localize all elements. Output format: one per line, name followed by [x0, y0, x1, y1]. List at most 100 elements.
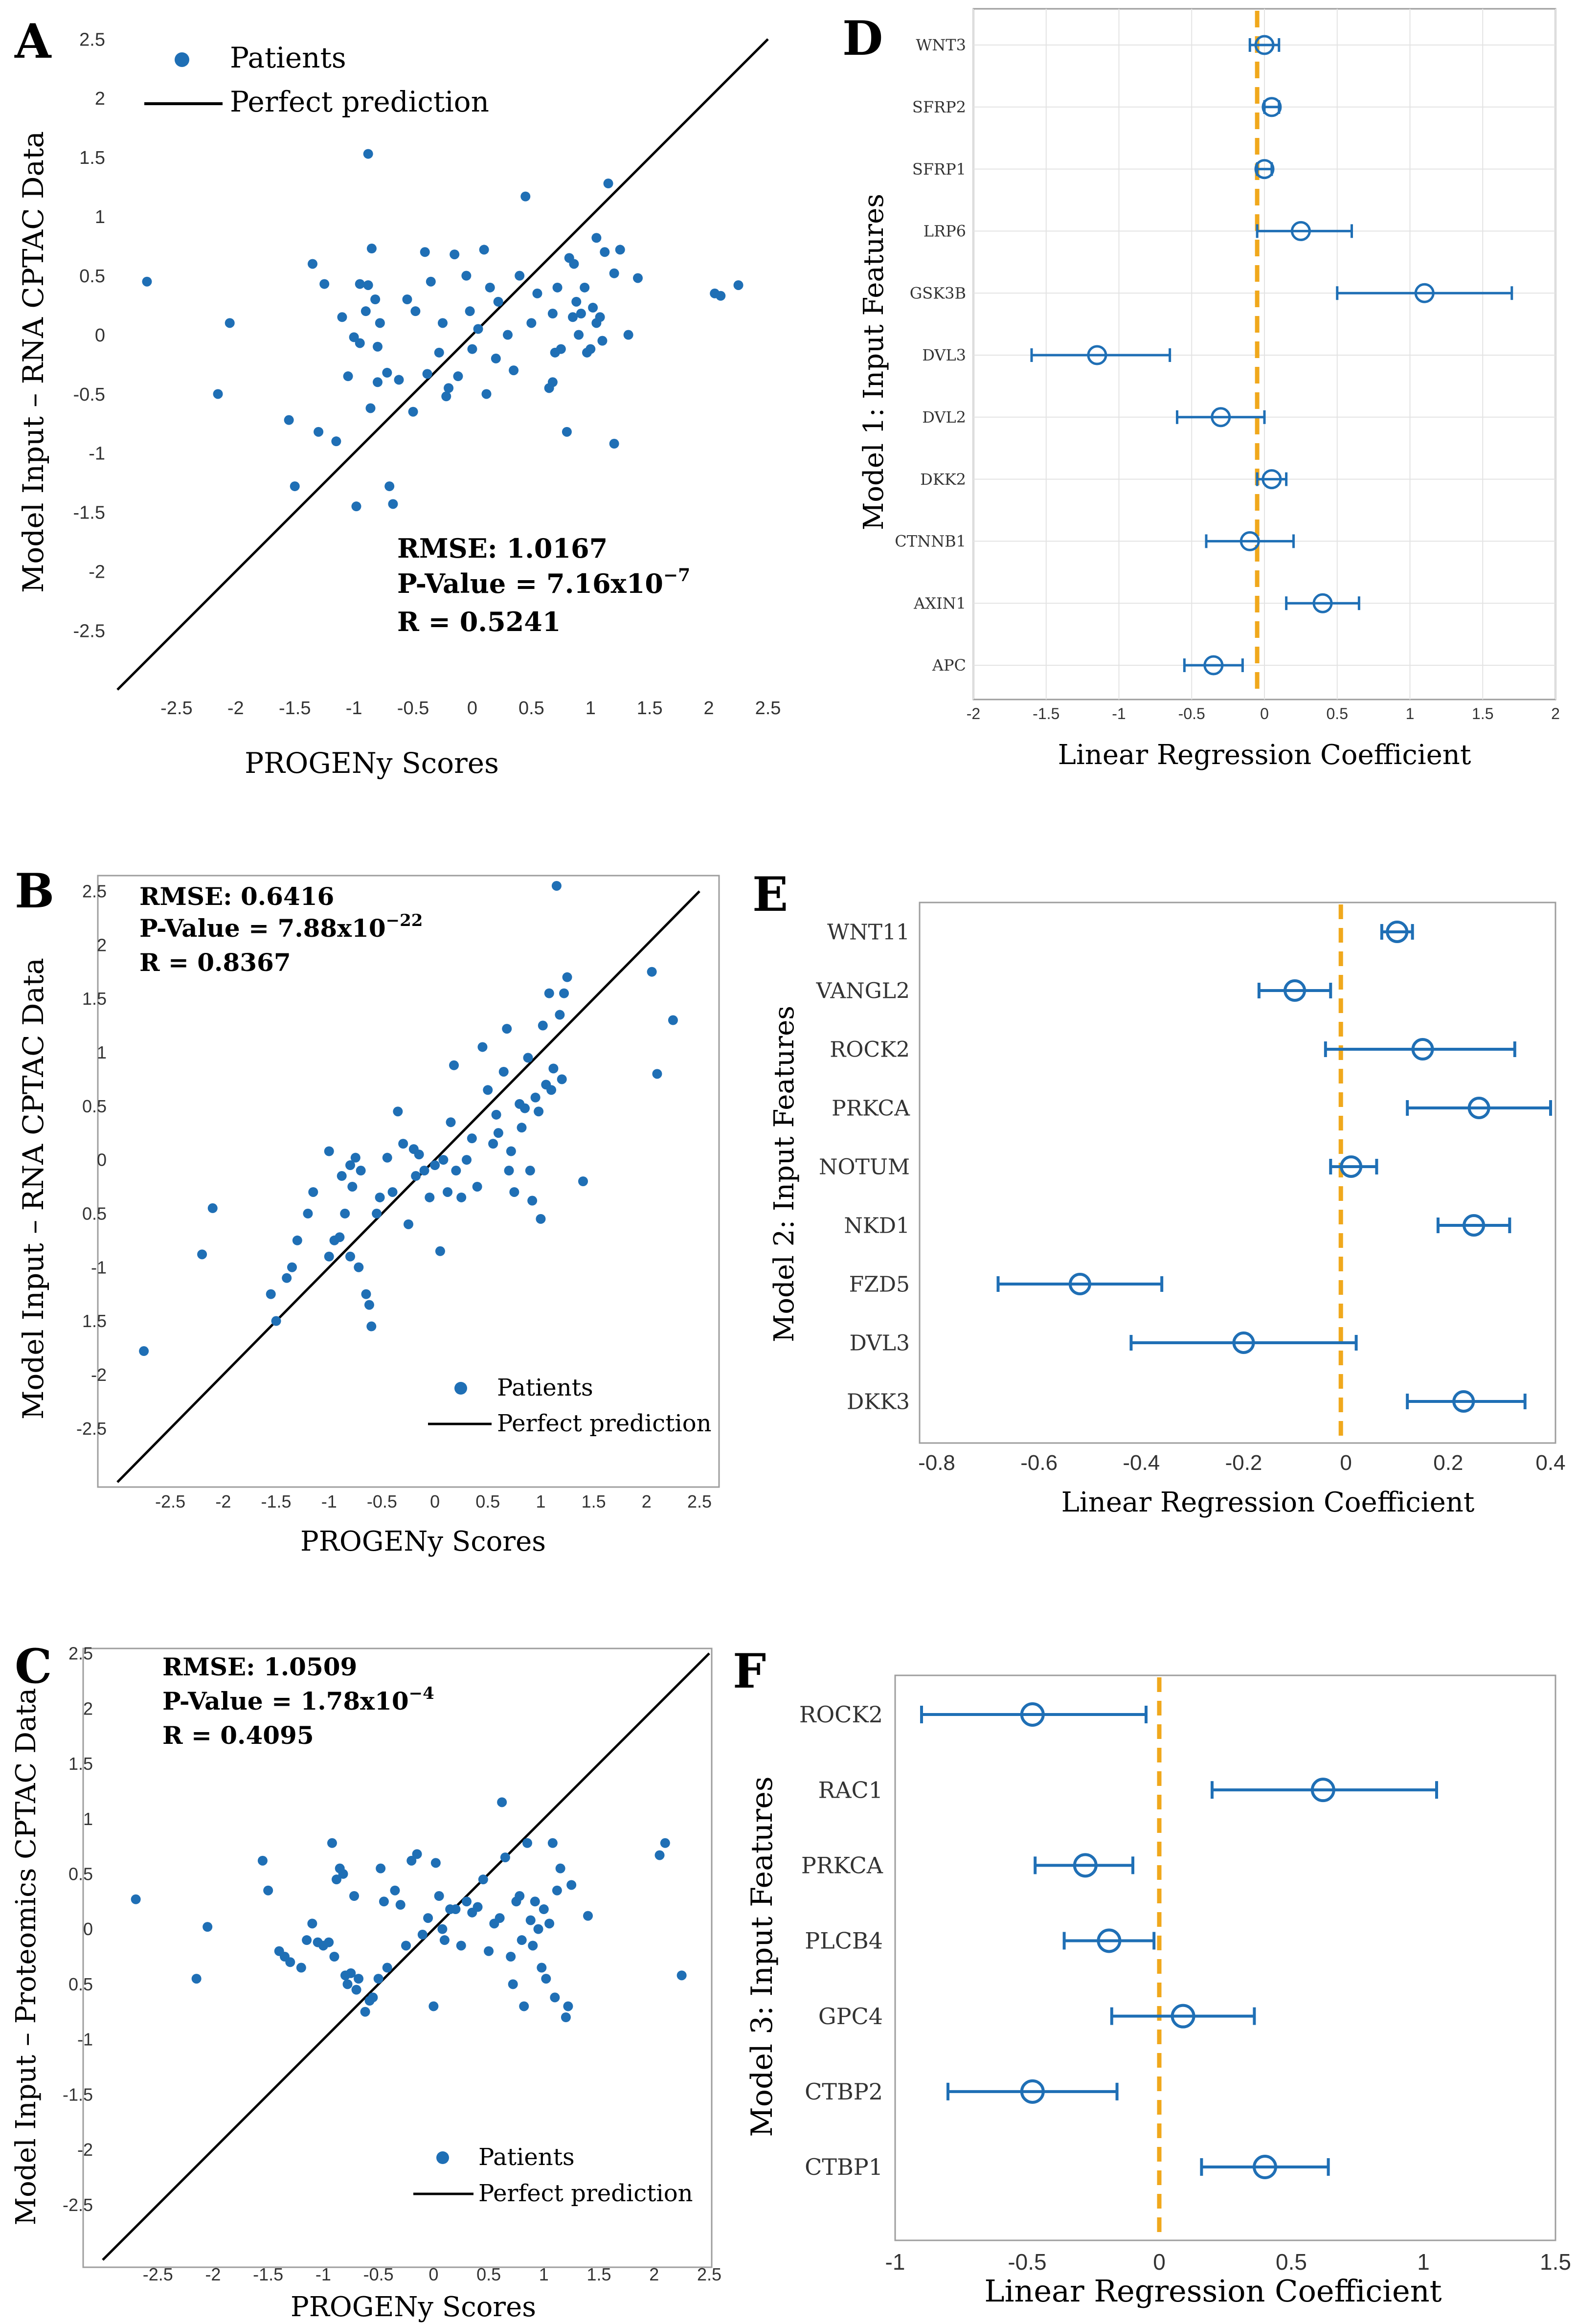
panel-letter-a: A	[14, 14, 52, 69]
patient-point	[376, 1863, 386, 1873]
y-tick-label: -2	[91, 1365, 107, 1385]
patient-point	[588, 302, 598, 313]
patient-point	[438, 318, 448, 328]
patient-point	[520, 191, 531, 202]
patient-point	[530, 1092, 541, 1103]
y-axis-label: Model Input – RNA CPTAC Data	[17, 131, 50, 593]
y-tick-labels: -2.5 -2 1.5 -1 0.5 0 0.5 1 1.5 2 2.5	[76, 881, 107, 1439]
coefficient-marker	[1232, 1331, 1255, 1354]
x-tick-label: -0.5	[363, 2264, 394, 2284]
legend-patients-label: Patients	[478, 2143, 575, 2171]
y-tick-labels: -2.5 -2 -1.5 -1 0.5 0 0.5 1 1.5 2 2.5	[63, 1644, 93, 2215]
patient-point	[515, 1891, 525, 1901]
y-axis-label: Model 1: Input Features	[858, 194, 890, 530]
legend-patients-marker	[454, 1382, 467, 1395]
patient-point	[495, 1913, 505, 1923]
patient-point	[271, 1316, 281, 1326]
legend-patients-marker	[436, 2151, 449, 2164]
x-tick-label: 0	[1153, 2249, 1166, 2275]
patient-point	[414, 1150, 424, 1160]
patient-point	[623, 330, 633, 340]
stat-pvalue: P-Value = 7.88x10−22	[139, 911, 423, 943]
feature-label: CTBP2	[805, 2078, 883, 2105]
coefficient-marker	[1068, 1273, 1091, 1295]
patient-point	[308, 1187, 318, 1197]
patient-point	[509, 365, 519, 376]
patient-point	[366, 1321, 377, 1331]
patient-point	[562, 972, 572, 982]
patient-point	[363, 280, 373, 290]
patient-point	[372, 1208, 382, 1218]
patient-point	[428, 2001, 439, 2011]
patient-point	[533, 1924, 543, 1934]
patient-point	[473, 1902, 483, 1912]
patient-point	[528, 1940, 538, 1951]
patient-point	[395, 1900, 406, 1910]
patient-point	[488, 1139, 498, 1149]
patient-point	[426, 276, 436, 287]
patient-point	[478, 1874, 488, 1885]
x-tick-label: 2	[1551, 705, 1560, 722]
stat-rmse: RMSE: 0.6416	[139, 882, 334, 911]
patient-point	[337, 312, 347, 322]
patient-point	[324, 1937, 334, 1947]
x-tick-label: -2	[227, 698, 244, 719]
patient-point	[547, 1838, 558, 1848]
patient-point	[285, 1957, 295, 1967]
x-axis-label: PROGENy Scores	[291, 2291, 536, 2323]
legend-patients-marker	[175, 52, 189, 67]
x-axis-label: PROGENy Scores	[300, 1526, 546, 1557]
patient-point	[509, 1187, 519, 1197]
patient-point	[562, 427, 572, 437]
patient-point	[552, 1885, 562, 1895]
stat-pvalue: P-Value = 7.16x10−7	[397, 565, 690, 599]
legend-line-label: Perfect prediction	[478, 2180, 693, 2207]
feature-label: PLCB4	[805, 1928, 883, 1954]
patient-point	[676, 1970, 687, 1981]
patient-point	[282, 1273, 292, 1283]
x-tick-label: 0.5	[476, 2264, 501, 2284]
x-tick-labels: -0.8 -0.6 -0.4 -0.2 0 0.2 0.4	[918, 1451, 1566, 1475]
patient-point	[467, 344, 477, 354]
patient-point	[296, 1963, 306, 1973]
patient-point	[506, 1146, 516, 1156]
y-tick-label: 1.5	[79, 148, 105, 168]
legend-line-label: Perfect prediction	[497, 1410, 712, 1437]
patient-point	[356, 1166, 366, 1176]
patient-point	[456, 1192, 467, 1202]
stat-pvalue-base: P-Value = 1.78x10	[162, 1687, 409, 1715]
y-tick-label: -2	[77, 2140, 93, 2160]
patient-point	[406, 1855, 417, 1866]
panel-letter-f: F	[733, 1644, 766, 1699]
y-tick-label: 2.5	[82, 881, 107, 902]
x-tick-label: 0	[1260, 705, 1269, 722]
patient-point	[338, 1869, 348, 1879]
x-tick-label: -1	[315, 2264, 331, 2284]
patient-point	[446, 1117, 456, 1128]
patient-point	[349, 1891, 360, 1901]
legend-line-label: Perfect prediction	[230, 85, 489, 118]
x-tick-label: 1.5	[587, 2264, 611, 2284]
patient-point	[331, 436, 341, 447]
x-tick-label: -0.5	[1008, 2249, 1046, 2275]
panel-b: B -2.5 -2 -1.5 -1 -0.5 0 0.5 1 1.5 2 2.5 -2.5 -2 1.5…	[15, 863, 720, 1557]
y-tick-label: 0	[83, 1919, 93, 1939]
patient-point	[430, 1858, 441, 1868]
patient-points	[131, 1797, 687, 2022]
patient-point	[522, 1838, 532, 1848]
coefficient-marker	[1312, 593, 1333, 613]
patient-point	[327, 1838, 337, 1848]
x-tick-label: 0.5	[1327, 705, 1348, 722]
patient-point	[537, 1963, 547, 1973]
patient-point	[547, 309, 558, 319]
feature-label: VANGL2	[816, 978, 910, 1003]
patient-point	[417, 1929, 428, 1940]
patient-point	[398, 1139, 408, 1149]
panel-e: E -0.8 -0.6 -0.4 -0.2 0 0.2 0.4 WNT11 VANGL2 ROC…	[752, 867, 1566, 1518]
coefficient-marker	[1411, 1038, 1434, 1060]
patient-point	[654, 1850, 665, 1860]
coefficient-marker	[1452, 1390, 1475, 1413]
patient-point	[519, 2001, 529, 2011]
x-tick-label: 1.5	[582, 1491, 606, 1512]
